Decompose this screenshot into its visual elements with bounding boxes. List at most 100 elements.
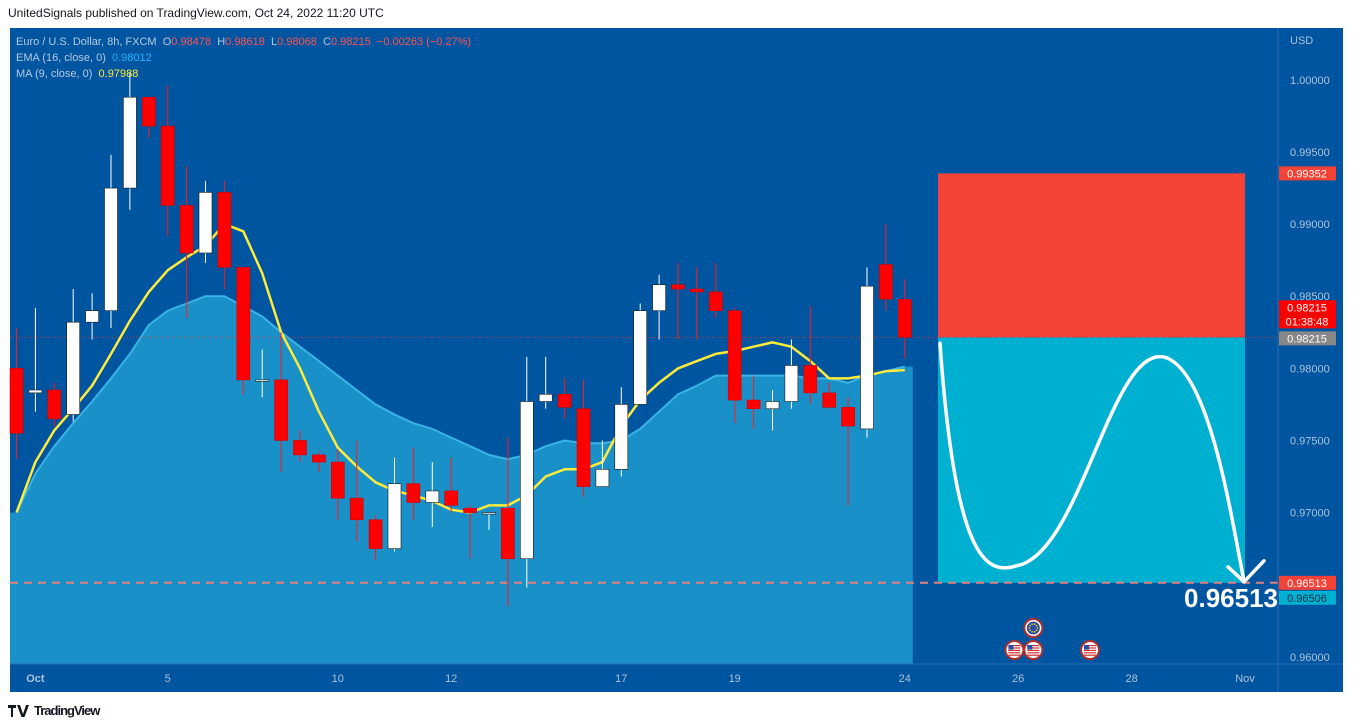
- candle[interactable]: [463, 505, 477, 559]
- candle[interactable]: [142, 96, 156, 138]
- us-canton: [1027, 645, 1033, 650]
- candle[interactable]: [406, 447, 421, 520]
- candle[interactable]: [671, 263, 685, 340]
- eu-star: [1028, 627, 1031, 629]
- candle[interactable]: [274, 332, 288, 473]
- candle[interactable]: [879, 224, 893, 311]
- candle-body: [123, 96, 137, 189]
- us-stripe: [1008, 652, 1021, 654]
- candle[interactable]: [330, 449, 345, 520]
- eu-star: [1036, 627, 1039, 629]
- last-price-tag-bg: [1279, 300, 1336, 315]
- entry-price-tag-text: 0.98215: [1287, 333, 1327, 345]
- candle[interactable]: [9, 327, 24, 460]
- candle[interactable]: [255, 349, 269, 398]
- candle[interactable]: [841, 397, 855, 506]
- candle-body: [501, 507, 515, 560]
- candle[interactable]: [576, 379, 591, 497]
- candle[interactable]: [746, 375, 761, 429]
- candle[interactable]: [104, 154, 118, 328]
- candle[interactable]: [614, 387, 629, 477]
- candle[interactable]: [708, 263, 723, 318]
- candle-body: [104, 187, 118, 311]
- x-tick-label: 5: [165, 673, 171, 685]
- candle[interactable]: [387, 457, 402, 552]
- candle[interactable]: [217, 180, 232, 290]
- candle[interactable]: [425, 462, 440, 527]
- candle[interactable]: [822, 382, 837, 409]
- eu-flag-field: [1026, 621, 1040, 635]
- candle[interactable]: [123, 72, 137, 210]
- countdown-tag-text: 01:38:48: [1286, 316, 1329, 328]
- candle[interactable]: [160, 85, 175, 236]
- candle[interactable]: [198, 180, 213, 264]
- chart-legend: Euro / U.S. Dollar, 8h, FXCM O0.98478 H0…: [16, 34, 471, 82]
- entry-price-tag: 0.98215: [1279, 331, 1336, 346]
- us-stripe: [1027, 649, 1040, 651]
- us-canton: [1008, 645, 1014, 650]
- y-tick-label: 0.97000: [1290, 508, 1330, 520]
- candle[interactable]: [28, 307, 43, 412]
- candle[interactable]: [557, 378, 572, 419]
- candle-body: [614, 404, 629, 470]
- candle[interactable]: [633, 303, 648, 405]
- candle-body: [860, 285, 874, 430]
- candle[interactable]: [538, 356, 553, 409]
- candle[interactable]: [368, 515, 383, 561]
- target-bid-tag-text: 0.96506: [1287, 593, 1327, 605]
- candle[interactable]: [482, 512, 496, 530]
- us-flag-icon[interactable]: [1023, 640, 1044, 660]
- candle[interactable]: [652, 274, 666, 340]
- tradingview-logo-icon: [8, 704, 29, 717]
- candle[interactable]: [349, 440, 364, 542]
- candle[interactable]: [595, 440, 610, 487]
- us-stripe: [1084, 649, 1097, 651]
- candle[interactable]: [765, 389, 780, 431]
- candle-body: [274, 379, 288, 441]
- candle[interactable]: [803, 306, 818, 405]
- candle[interactable]: [236, 267, 251, 395]
- candle-body: [387, 483, 402, 549]
- candle-body: [822, 392, 837, 408]
- candle[interactable]: [519, 356, 534, 588]
- candle[interactable]: [85, 293, 99, 340]
- last-price-tag-text: 0.98215: [1287, 302, 1327, 314]
- eu-star: [1033, 623, 1036, 625]
- us-flag-icon[interactable]: [1004, 640, 1025, 660]
- candle-body: [765, 401, 780, 410]
- x-tick-label: 12: [445, 673, 457, 685]
- candle[interactable]: [444, 457, 459, 513]
- ema-value: 0.98012: [112, 52, 152, 64]
- candle-body: [217, 192, 232, 268]
- eu-star: [1029, 624, 1031, 627]
- y-tick-label: 0.96000: [1290, 652, 1330, 664]
- candle[interactable]: [293, 430, 307, 463]
- tradingview-brand[interactable]: TradingView: [34, 703, 100, 718]
- candle[interactable]: [860, 267, 874, 438]
- high-label: H: [217, 36, 226, 48]
- candle[interactable]: [312, 452, 326, 473]
- candle[interactable]: [727, 307, 742, 424]
- candle[interactable]: [47, 382, 62, 427]
- candle[interactable]: [690, 267, 704, 340]
- candle[interactable]: [784, 339, 799, 409]
- countdown-tag: 01:38:48: [1279, 314, 1336, 329]
- x-tick-label: 26: [1012, 673, 1024, 685]
- ma-label: MA (9, close, 0): [16, 68, 93, 80]
- x-tick-label: Nov: [1235, 673, 1255, 685]
- candle-body: [444, 490, 459, 506]
- candle[interactable]: [897, 279, 912, 359]
- candle[interactable]: [501, 437, 515, 607]
- candle-body: [690, 288, 704, 293]
- eu-flag-icon[interactable]: [1023, 618, 1044, 638]
- candle[interactable]: [66, 289, 80, 422]
- eu-star: [1033, 631, 1036, 633]
- low-value: 0.98068: [277, 36, 317, 48]
- candle-body: [482, 512, 496, 515]
- candle[interactable]: [179, 166, 194, 318]
- us-flag-icon[interactable]: [1080, 640, 1101, 660]
- stop-loss-zone[interactable]: [938, 173, 1245, 338]
- us-stripe: [1027, 645, 1040, 647]
- candle-body: [85, 310, 99, 323]
